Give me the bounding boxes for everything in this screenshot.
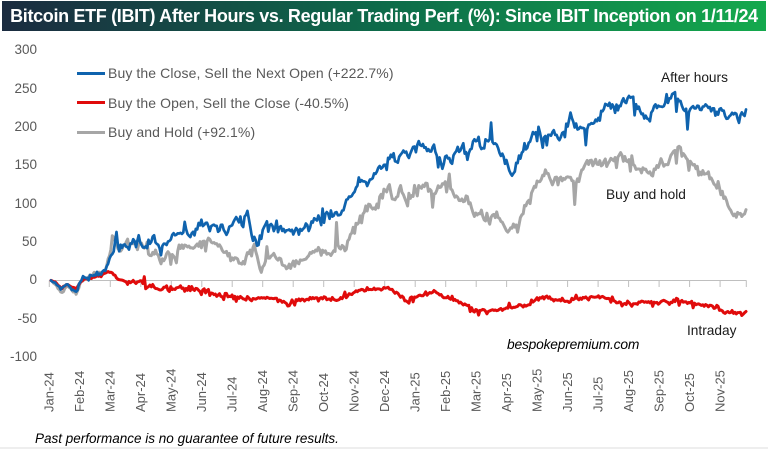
svg-text:Oct-24: Oct-24	[316, 373, 331, 412]
svg-text:Jan-24: Jan-24	[42, 372, 57, 412]
svg-text:Nov-24: Nov-24	[347, 370, 362, 412]
svg-text:Feb-25: Feb-25	[438, 371, 453, 412]
svg-text:May-24: May-24	[164, 369, 179, 412]
svg-text:Aug-25: Aug-25	[621, 370, 636, 412]
svg-text:Mar-25: Mar-25	[469, 371, 484, 412]
svg-text:Jul-24: Jul-24	[225, 377, 240, 412]
svg-text:May-25: May-25	[530, 369, 545, 412]
svg-text:Aug-24: Aug-24	[255, 370, 270, 412]
svg-text:Sep-24: Sep-24	[286, 370, 301, 412]
svg-text:Jul-25: Jul-25	[591, 377, 606, 412]
svg-text:Apr-25: Apr-25	[499, 373, 514, 412]
svg-text:Jan-25: Jan-25	[408, 372, 423, 412]
svg-text:Sep-25: Sep-25	[651, 370, 666, 412]
svg-text:Dec-24: Dec-24	[377, 370, 392, 412]
svg-text:Jun-24: Jun-24	[194, 372, 209, 412]
svg-text:Nov-25: Nov-25	[712, 370, 727, 412]
svg-text:Apr-24: Apr-24	[133, 373, 148, 412]
svg-text:Jun-25: Jun-25	[560, 372, 575, 412]
svg-text:Feb-24: Feb-24	[72, 371, 87, 412]
svg-text:Oct-25: Oct-25	[682, 373, 697, 412]
svg-text:Mar-24: Mar-24	[103, 371, 118, 412]
